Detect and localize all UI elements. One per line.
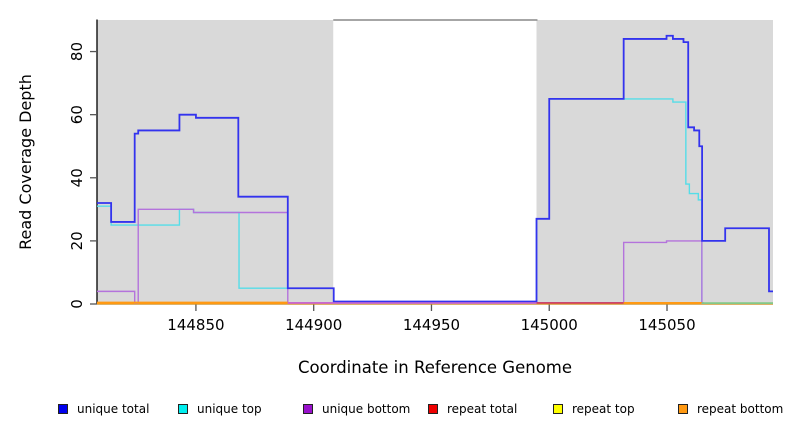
y-tick-label-4: 80 [68, 42, 86, 61]
legend-item-repeat-total: repeat total [428, 399, 517, 419]
x-tick-label-2: 144950 [403, 316, 460, 334]
y-tick-label-1: 20 [68, 231, 86, 250]
y-tick-label-2: 40 [68, 168, 86, 187]
legend-label-unique-bottom: unique bottom [322, 402, 411, 416]
legend-swatch-repeat-total [428, 404, 438, 414]
legend-item-repeat-top: repeat top [553, 399, 635, 419]
legend-swatch-unique-bottom [303, 404, 313, 414]
x-axis-title: Coordinate in Reference Genome [297, 358, 573, 377]
legend-label-unique-total: unique total [77, 402, 150, 416]
legend-swatch-unique-total [58, 404, 68, 414]
legend-swatch-repeat-top [553, 404, 563, 414]
legend-item-unique-top: unique top [178, 399, 262, 419]
legend-label-repeat-top: repeat top [572, 402, 635, 416]
legend-item-unique-total: unique total [58, 399, 149, 419]
x-tick-label-4: 145050 [638, 316, 695, 334]
y-tick-label-0: 0 [68, 299, 86, 309]
legend-item-unique-bottom: unique bottom [303, 399, 410, 419]
legend-label-repeat-total: repeat total [447, 402, 518, 416]
y-tick-label-3: 60 [68, 105, 86, 124]
shaded-region-1 [536, 20, 773, 304]
y-axis-title: Read Coverage Depth [16, 74, 35, 250]
legend-swatch-unique-top [178, 404, 188, 414]
x-tick-label-1: 144900 [285, 316, 342, 334]
legend-label-repeat-bottom: repeat bottom [697, 402, 784, 416]
x-tick-label-0: 144850 [167, 316, 224, 334]
legend-label-unique-top: unique top [197, 402, 262, 416]
legend: unique total unique top unique bottom repea… [0, 399, 792, 421]
legend-swatch-repeat-bottom [678, 404, 688, 414]
legend-item-repeat-bottom: repeat bottom [678, 399, 783, 419]
shaded-region-0 [97, 20, 334, 304]
series-unique-total [97, 34, 773, 303]
x-tick-label-3: 145000 [521, 316, 578, 334]
